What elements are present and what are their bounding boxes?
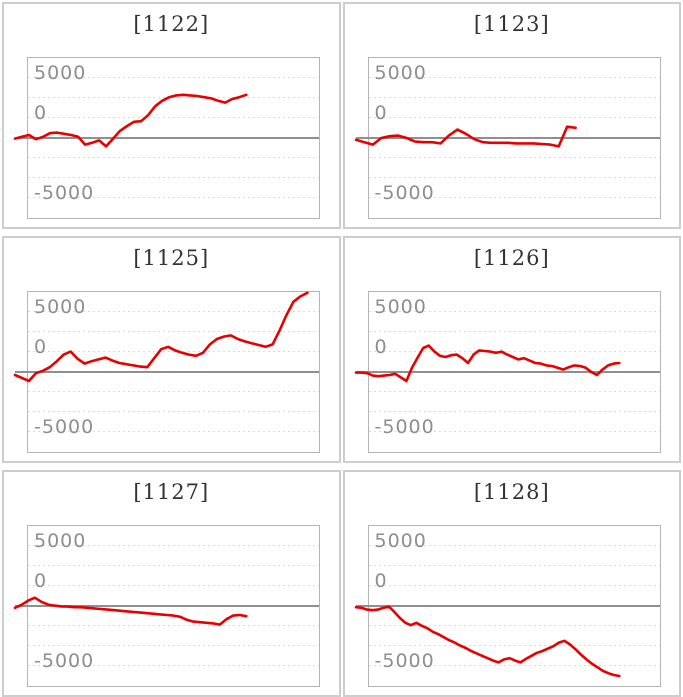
- payout-line: [13, 596, 248, 626]
- machine-panel-1128[interactable]: [1128] 5000 0 -5000: [342, 470, 681, 697]
- machine-panel-1122[interactable]: [1122] 5000 0 -5000: [2, 2, 341, 229]
- y-tick-label-5000: 5000: [374, 296, 427, 318]
- zero-axis-line: [355, 371, 660, 373]
- payout-line: [354, 125, 577, 148]
- y-tick-label-0: 0: [374, 570, 388, 592]
- machine-panel-1125[interactable]: [1125] 5000 0 -5000: [2, 236, 341, 463]
- machine-panel-1123[interactable]: [1123] 5000 0 -5000: [342, 2, 681, 229]
- zero-axis-line: [355, 605, 660, 607]
- machine-panel-1126[interactable]: [1126] 5000 0 -5000: [342, 236, 681, 463]
- payout-graph: 5000 0 -5000: [13, 57, 320, 219]
- machine-number-title: [1122]: [133, 12, 210, 36]
- machine-number-title: [1123]: [473, 12, 550, 36]
- machine-number-title: [1128]: [473, 480, 550, 504]
- payout-graph: 5000 0 -5000: [354, 291, 661, 453]
- zero-axis-line: [15, 371, 319, 373]
- y-tick-label-neg5000: -5000: [34, 416, 95, 438]
- y-tick-label-neg5000: -5000: [34, 650, 95, 672]
- payout-graph: 5000 0 -5000: [13, 291, 320, 453]
- machine-number-title: [1126]: [473, 246, 550, 270]
- y-tick-label-0: 0: [34, 570, 48, 592]
- y-tick-label-neg5000: -5000: [374, 416, 435, 438]
- payout-graph: 5000 0 -5000: [354, 525, 661, 687]
- y-tick-label-0: 0: [34, 102, 48, 124]
- payout-graph: 5000 0 -5000: [13, 525, 320, 687]
- y-tick-label-5000: 5000: [374, 530, 427, 552]
- machine-panel-1127[interactable]: [1127] 5000 0 -5000: [2, 470, 341, 697]
- y-tick-label-neg5000: -5000: [374, 650, 435, 672]
- payout-line: [13, 291, 309, 383]
- y-tick-label-neg5000: -5000: [34, 182, 95, 204]
- machine-number-title: [1127]: [133, 480, 210, 504]
- y-tick-label-5000: 5000: [34, 62, 87, 84]
- zero-axis-line: [15, 137, 319, 139]
- y-tick-label-0: 0: [374, 102, 388, 124]
- y-tick-label-5000: 5000: [34, 296, 87, 318]
- payout-graph: 5000 0 -5000: [354, 57, 661, 219]
- y-tick-label-5000: 5000: [34, 530, 87, 552]
- payout-line: [354, 605, 621, 678]
- machine-number-title: [1125]: [133, 246, 210, 270]
- payout-line: [354, 344, 621, 383]
- y-tick-label-neg5000: -5000: [374, 182, 435, 204]
- zero-axis-line: [355, 137, 660, 139]
- zero-axis-line: [15, 605, 319, 607]
- y-tick-label-0: 0: [34, 336, 48, 358]
- y-tick-label-0: 0: [374, 336, 388, 358]
- payout-line: [13, 93, 248, 148]
- y-tick-label-5000: 5000: [374, 62, 427, 84]
